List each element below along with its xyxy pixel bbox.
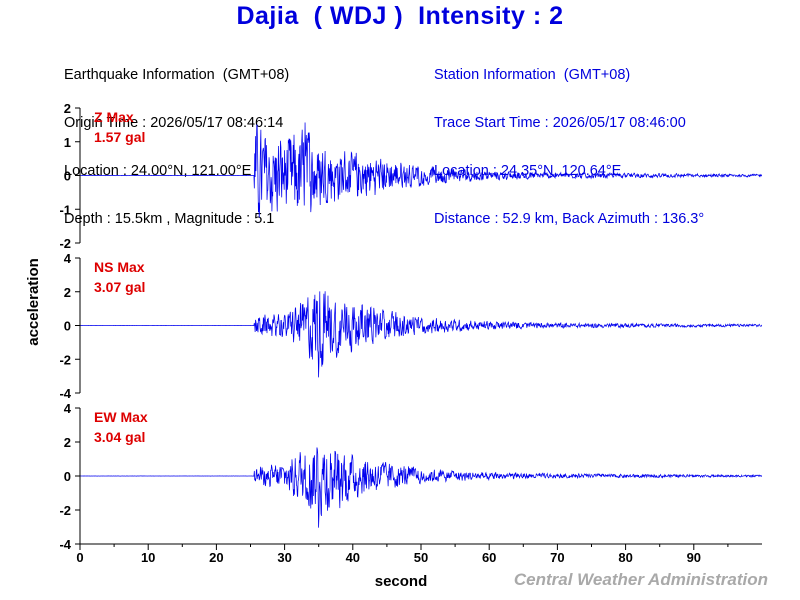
trace-start-time: Trace Start Time : 2026/05/17 08:46:00 xyxy=(434,115,686,131)
distance-azimuth: Distance : 52.9 km, Back Azimuth : 136.3… xyxy=(434,211,705,227)
x-tick-label: 30 xyxy=(277,550,291,565)
max-label-z: Z Max xyxy=(94,109,134,125)
max-value-z: 1.57 gal xyxy=(94,129,145,145)
trace-ew xyxy=(79,447,763,528)
y-tick-label-ns: -2 xyxy=(59,352,71,367)
origin-time: Origin Time : 2026/05/17 08:46:14 xyxy=(64,115,284,131)
x-tick-label: 80 xyxy=(618,550,632,565)
y-tick-label-ew: 4 xyxy=(64,401,72,416)
y-tick-label-ns: 2 xyxy=(64,285,71,300)
trace-ns xyxy=(79,291,763,378)
y-tick-label-z: 2 xyxy=(64,101,71,116)
x-tick-label: 20 xyxy=(209,550,223,565)
y-tick-label-z: -1 xyxy=(59,202,71,217)
max-value-ns: 3.07 gal xyxy=(94,279,145,295)
x-tick-label: 70 xyxy=(550,550,564,565)
trace-z xyxy=(79,122,763,218)
x-tick-label: 10 xyxy=(141,550,155,565)
station-info-heading: Station Information (GMT+08) xyxy=(434,67,631,83)
y-tick-label-ew: -2 xyxy=(59,503,71,518)
chart-title: Dajia ( WDJ ) Intensity : 2 xyxy=(236,2,564,30)
earthquake-info-heading: Earthquake Information (GMT+08) xyxy=(64,67,290,83)
y-tick-label-z: -2 xyxy=(59,236,71,251)
x-axis-label: second xyxy=(375,573,428,590)
x-tick-label: 60 xyxy=(482,550,496,565)
y-tick-label-ns: 0 xyxy=(64,319,71,334)
depth-magnitude: Depth : 15.5km , Magnitude : 5.1 xyxy=(64,211,275,227)
max-value-ew: 3.04 gal xyxy=(94,429,145,445)
y-tick-label-ns: 4 xyxy=(64,251,72,266)
x-tick-label: 50 xyxy=(414,550,428,565)
max-label-ns: NS Max xyxy=(94,259,145,275)
y-tick-label-ew: 0 xyxy=(64,469,71,484)
y-tick-label-z: 0 xyxy=(64,169,71,184)
max-label-ew: EW Max xyxy=(94,409,148,425)
earthquake-info: Earthquake Information (GMT+08) Origin T… xyxy=(64,35,289,243)
y-tick-label-ns: -4 xyxy=(59,386,71,401)
x-tick-label: 90 xyxy=(687,550,701,565)
y-tick-label-ew: -4 xyxy=(59,537,71,552)
credit-text: Central Weather Administration xyxy=(513,570,768,589)
x-tick-label: 0 xyxy=(76,550,83,565)
x-tick-label: 40 xyxy=(346,550,360,565)
y-axis-label: acceleration xyxy=(25,258,42,346)
y-tick-label-ew: 2 xyxy=(64,435,71,450)
y-tick-label-z: 1 xyxy=(64,135,71,150)
